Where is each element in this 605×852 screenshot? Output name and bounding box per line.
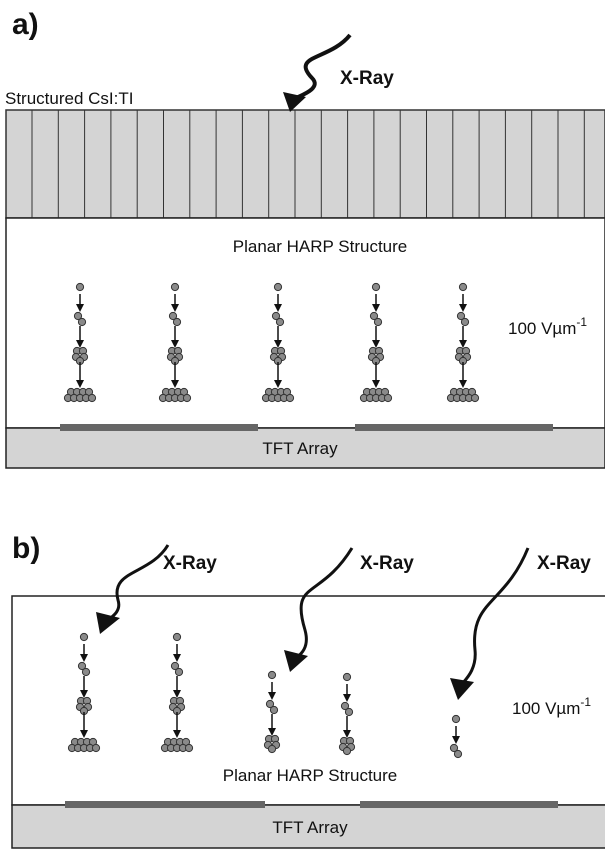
charge: [342, 672, 352, 682]
charge: [170, 661, 180, 671]
charge: [172, 632, 182, 642]
charge: [342, 746, 352, 756]
harp-layer: [5, 217, 605, 429]
charge: [81, 667, 91, 677]
charge-column: [446, 282, 480, 403]
harp-layer: [11, 595, 605, 806]
charge-column: [449, 714, 463, 759]
charge: [458, 282, 468, 292]
charge: [182, 393, 192, 403]
charge: [285, 393, 295, 403]
xray-label: X-Ray: [360, 553, 414, 574]
charge: [344, 707, 354, 717]
charge: [87, 393, 97, 403]
charge: [267, 744, 277, 754]
charge-column: [261, 282, 295, 403]
field-label: 100 Vµm-1: [508, 315, 587, 338]
xray-arrowhead: [284, 650, 308, 672]
field-label: 100 Vµm-1: [512, 695, 591, 718]
harp-label: Planar HARP Structure: [233, 237, 407, 256]
electrode: [355, 424, 553, 431]
charge-column: [67, 632, 101, 753]
charge: [275, 317, 285, 327]
field-exponent: -1: [576, 315, 587, 329]
field-text: 100 Vµm: [508, 319, 576, 338]
tft-label: TFT Array: [262, 439, 338, 458]
charge: [77, 317, 87, 327]
charge: [383, 393, 393, 403]
harp-label: Planar HARP Structure: [223, 766, 397, 785]
charge: [369, 311, 379, 321]
charge: [168, 311, 178, 321]
xray-arrowhead: [283, 92, 306, 112]
tft-label: TFT Array: [272, 818, 348, 837]
charge-column: [263, 670, 281, 754]
xray-arrowhead: [96, 612, 120, 634]
charge: [184, 743, 194, 753]
charge: [340, 701, 350, 711]
scintillator-label: Structured CsI:TI: [5, 89, 133, 108]
charge: [77, 661, 87, 671]
charge-column: [63, 282, 97, 403]
charge: [371, 282, 381, 292]
charge-column: [359, 282, 393, 403]
electrode: [360, 801, 558, 808]
charge: [75, 282, 85, 292]
charge: [451, 714, 461, 724]
electrode: [60, 424, 258, 431]
charge: [271, 311, 281, 321]
charge: [456, 311, 466, 321]
xray-label: X-Ray: [163, 553, 217, 574]
field-exponent: -1: [580, 695, 591, 709]
charge: [460, 317, 470, 327]
xray-arrow: [460, 547, 530, 685]
charge: [267, 670, 277, 680]
field-text: 100 Vµm: [512, 699, 580, 718]
charge: [269, 705, 279, 715]
electrode: [65, 801, 265, 808]
tft-layer: [5, 427, 605, 469]
scintillator-layer: [5, 109, 605, 219]
xray-label: X-Ray: [340, 68, 394, 89]
xray-arrowhead: [450, 678, 474, 700]
charge: [265, 699, 275, 709]
xray-arrow: [295, 33, 352, 100]
charge: [73, 311, 83, 321]
charge: [91, 743, 101, 753]
charge: [449, 743, 459, 753]
charge-column: [338, 672, 356, 756]
charge: [273, 282, 283, 292]
charge: [373, 317, 383, 327]
charge: [174, 667, 184, 677]
panel-label: b): [12, 532, 40, 565]
xray-label: X-Ray: [537, 553, 591, 574]
charge: [170, 282, 180, 292]
charge: [470, 393, 480, 403]
panel-label: a): [12, 8, 39, 41]
tft-layer: [11, 804, 605, 849]
charge-column: [160, 632, 194, 753]
charge: [172, 317, 182, 327]
charge: [453, 749, 463, 759]
xray-arrow: [295, 547, 354, 660]
scintillator-columns: [31, 110, 585, 218]
charge: [79, 632, 89, 642]
charge-column: [158, 282, 192, 403]
